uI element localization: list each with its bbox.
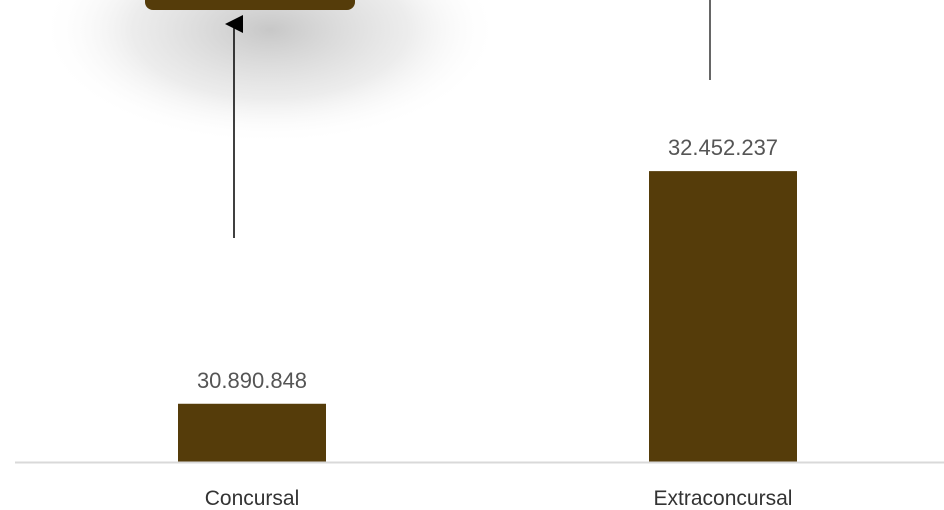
category-label-extraconcursal: Extraconcursal <box>654 487 793 510</box>
bar-extraconcursal <box>649 171 797 462</box>
value-labels-group: 30.890.848 32.452.237 <box>197 135 778 393</box>
category-labels-group: Concursal Extraconcursal <box>205 487 793 510</box>
bar-concursal <box>178 403 326 462</box>
bars-group <box>178 171 797 462</box>
callout-box-left <box>145 0 355 10</box>
value-label-concursal: 30.890.848 <box>197 368 307 393</box>
category-label-concursal: Concursal <box>205 487 300 510</box>
value-label-extraconcursal: 32.452.237 <box>668 135 778 160</box>
callout-shadow <box>40 0 500 145</box>
